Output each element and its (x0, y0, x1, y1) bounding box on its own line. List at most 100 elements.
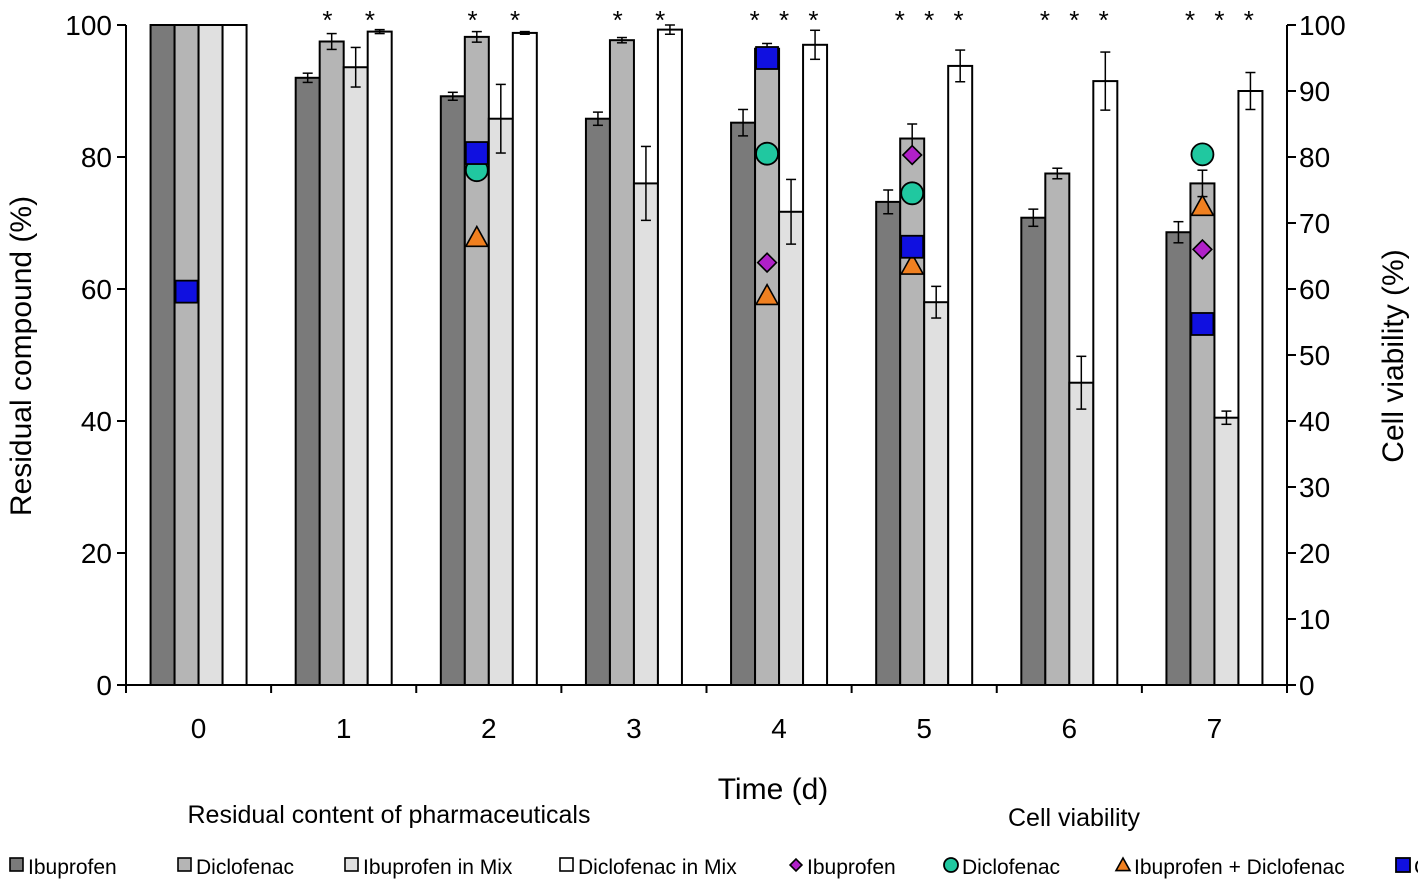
bar (1213, 416, 1240, 686)
significance-stars: * * * (750, 5, 825, 35)
significance-stars: * * * (895, 5, 970, 35)
x-tick-label: 0 (191, 713, 207, 744)
bar (463, 35, 490, 686)
bar (1092, 80, 1119, 687)
viability-marker (1190, 312, 1215, 336)
y-tick-label: 20 (81, 538, 112, 569)
y2-tick-label: 50 (1299, 340, 1330, 371)
x-tick-label: 6 (1062, 713, 1078, 744)
y2-tick-label: 90 (1299, 76, 1330, 107)
legend-label: Ibuprofen + Diclofenac (1134, 856, 1345, 879)
bar-group-title: Residual content of pharmaceuticals (187, 801, 590, 829)
y2-tick-label: 30 (1299, 472, 1330, 503)
y-tick-label: 60 (81, 274, 112, 305)
viability-marker (464, 141, 489, 165)
bar (656, 28, 683, 687)
viability-marker-layer (174, 46, 1215, 336)
viability-marker (901, 144, 923, 166)
viability-marker (755, 46, 779, 70)
significance-stars: * * * (1185, 5, 1260, 35)
bar (1237, 90, 1264, 686)
y2-tick-label: 20 (1299, 538, 1330, 569)
y2-tick-label: 70 (1299, 208, 1330, 239)
y2-tick-label: 60 (1299, 274, 1330, 305)
significance-stars: * * (322, 5, 381, 35)
viability-marker (174, 279, 199, 304)
y2-tick-label: 0 (1299, 670, 1315, 701)
x-tick-label: 7 (1207, 713, 1223, 744)
bar (221, 24, 248, 686)
y2-tick-label: 80 (1299, 142, 1330, 173)
viability-marker (900, 181, 925, 206)
bar (439, 95, 466, 686)
x-tick-label: 5 (916, 713, 932, 744)
legend-marker (1395, 857, 1411, 873)
x-tick-label: 3 (626, 713, 642, 744)
bar (947, 64, 974, 687)
legend-swatch (177, 857, 192, 872)
legend-swatch (559, 857, 574, 872)
legend-label: Ibuprofen (807, 856, 896, 879)
bar (294, 76, 321, 687)
significance-stars: * * (467, 5, 526, 35)
legend-label: Diclofenac (196, 856, 294, 879)
bar (197, 24, 224, 686)
axes-layer: 0 20 40 60 80 100 0 10 20 30 40 50 60 70 80 90 100 0 1 2 3 4 5… (65, 10, 1345, 744)
bar (366, 30, 393, 687)
x-tick-label: 1 (336, 713, 352, 744)
x-tick-label: 2 (481, 713, 497, 744)
bar (584, 117, 611, 687)
legend-label: Diclofenac (962, 856, 1060, 879)
viability-marker (1191, 238, 1213, 260)
legend-label: Control (1414, 856, 1418, 879)
y2-tick-label: 10 (1299, 604, 1330, 635)
bar (802, 43, 829, 687)
legend-label: Ibuprofen (28, 856, 117, 879)
bar (173, 24, 200, 686)
viability-marker (1190, 193, 1215, 217)
y-axis-title: Residual compound (%) (5, 196, 38, 516)
y2-axis-title: Cell viability (%) (1377, 249, 1410, 462)
significance-stars: * * (613, 5, 672, 35)
bar (1020, 216, 1047, 686)
x-axis-title: Time (d) (718, 773, 829, 806)
viability-marker (900, 234, 925, 259)
viability-marker (1190, 142, 1215, 167)
viability-marker (755, 141, 779, 166)
bar (899, 137, 926, 686)
legend-marker (788, 857, 804, 873)
y-tick-label: 100 (65, 10, 112, 41)
significance-layer: * * * * * * * * * * * * * * * * * * (322, 5, 1260, 35)
y-tick-label: 80 (81, 142, 112, 173)
bar (1068, 381, 1095, 686)
y2-tick-label: 40 (1299, 406, 1330, 437)
bar (149, 24, 176, 686)
y-tick-label: 0 (96, 670, 112, 701)
bar (1165, 231, 1192, 687)
legend-swatch (9, 857, 24, 872)
legend-marker (943, 857, 959, 873)
viability-marker (756, 252, 778, 274)
legend-marker (1114, 856, 1132, 872)
y-tick-label: 40 (81, 406, 112, 437)
bar (875, 200, 902, 686)
bar (342, 66, 369, 687)
bar (608, 39, 635, 687)
legend-swatch (344, 857, 359, 872)
viability-marker (754, 282, 780, 306)
legend-label: Ibuprofen in Mix (363, 856, 513, 879)
y2-tick-label: 100 (1299, 10, 1346, 41)
viability-marker (899, 252, 925, 275)
significance-stars: * * * (1040, 5, 1115, 35)
x-tick-label: 4 (771, 713, 787, 744)
viability-marker (464, 224, 490, 248)
bar (778, 210, 805, 686)
bar (730, 121, 757, 687)
bar (487, 117, 514, 687)
legend: Ibuprofen Diclofenac Ibuprofen in Mix Diclo… (9, 856, 1418, 879)
bar (632, 182, 659, 686)
bar (318, 40, 345, 686)
bar (511, 31, 538, 687)
marker-group-title: Cell viability (1008, 804, 1140, 832)
